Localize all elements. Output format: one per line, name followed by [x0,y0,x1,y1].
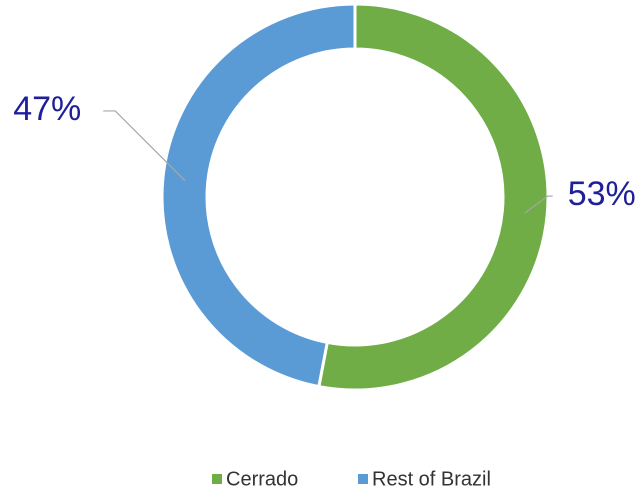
data-label: 53% [568,175,636,213]
leader-line [524,195,553,214]
legend-swatch [212,474,222,484]
legend-label: Cerrado [226,468,298,490]
legend-swatch [358,474,368,484]
leader-line [103,110,186,182]
donut-segment [317,2,550,392]
legend-label: Rest of Brazil [372,468,491,490]
data-label: 47% [13,90,81,128]
donut-segment [160,2,357,389]
